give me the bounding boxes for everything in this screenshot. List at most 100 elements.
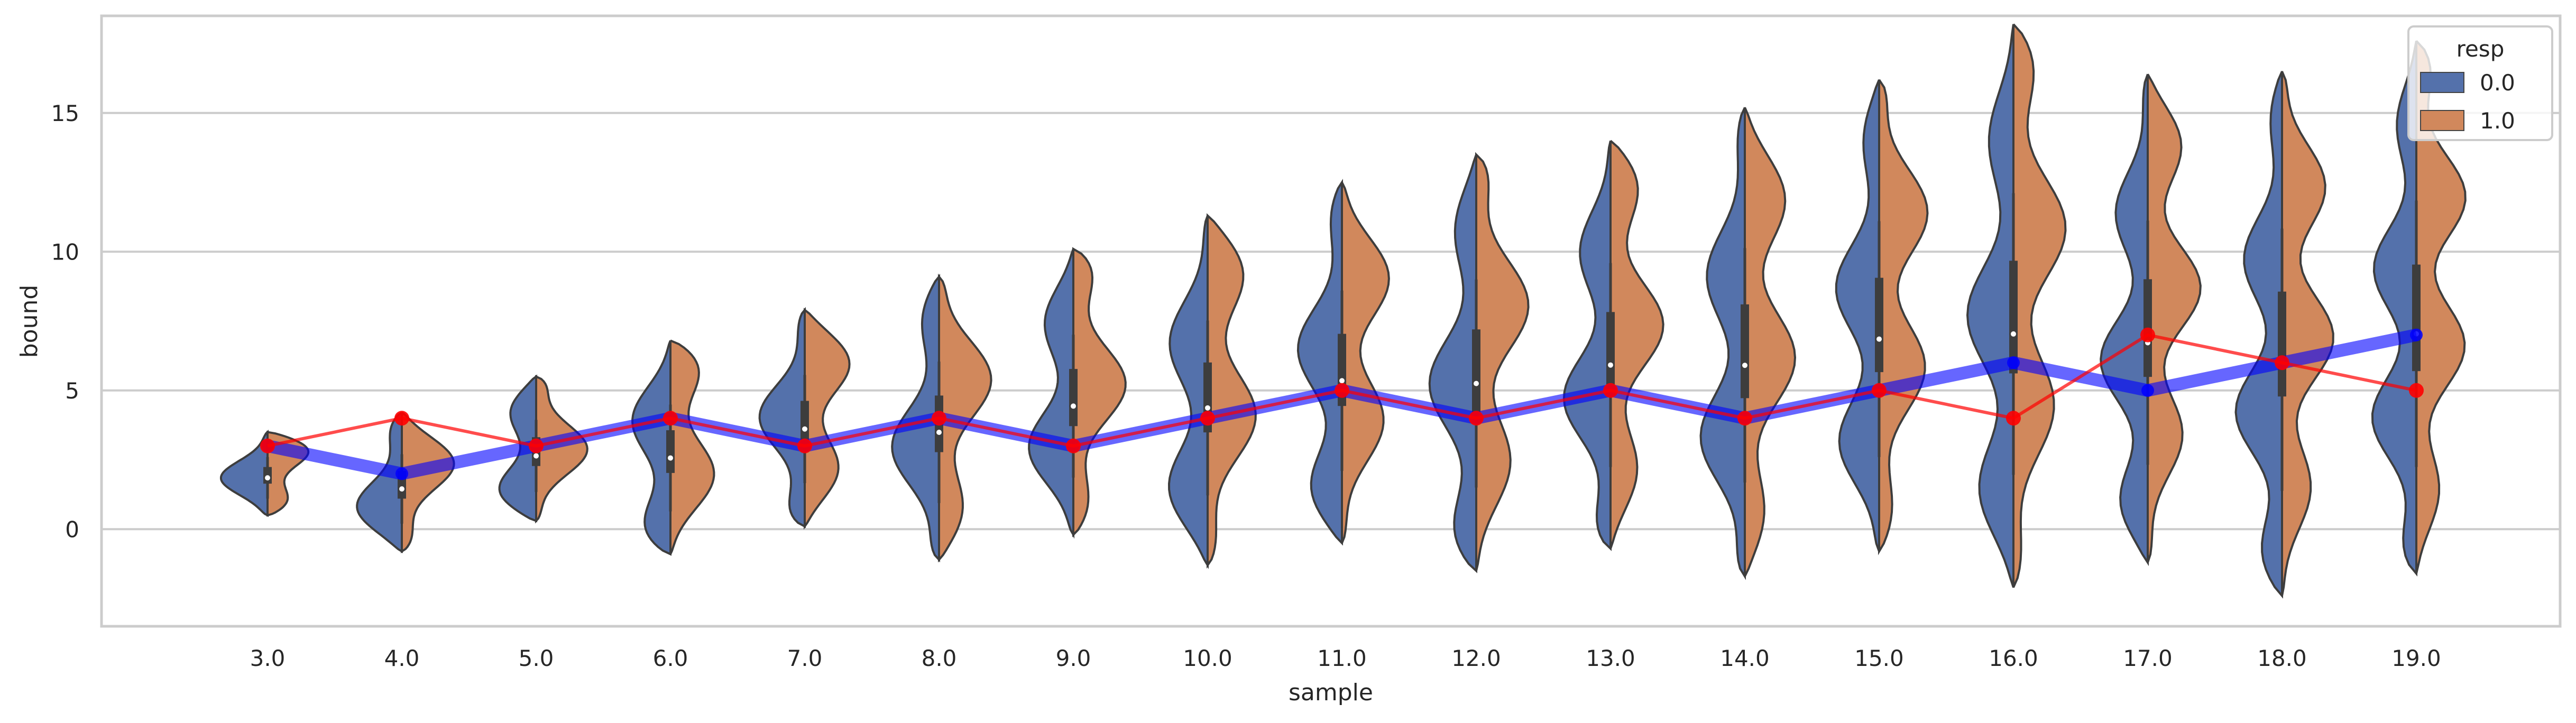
x-tick-label: 7.0 <box>787 645 823 671</box>
y-tick-label: 0 <box>65 516 79 542</box>
series-point-0 <box>2007 356 2020 369</box>
box-layer <box>263 193 2421 524</box>
violin-resp_0 <box>1966 24 2014 588</box>
legend-swatch-1 <box>2420 110 2464 131</box>
box-iqr <box>2278 291 2286 397</box>
violin-resp_1 <box>804 308 851 530</box>
series-point-1 <box>394 411 409 426</box>
box-iqr <box>666 430 675 473</box>
box-median <box>265 475 270 481</box>
legend: resp 0.0 1.0 <box>2407 25 2553 141</box>
box-iqr <box>1875 277 1883 373</box>
series-point-1 <box>1066 438 1081 453</box>
violin-resp_1 <box>1744 107 1797 577</box>
x-tick-label: 14.0 <box>1720 645 1770 671</box>
box-median <box>1205 405 1210 411</box>
violin-resp_0 <box>1167 215 1209 569</box>
y-tick-label: 10 <box>51 239 79 265</box>
violin-resp_1 <box>1072 247 1127 537</box>
series-point-1 <box>2006 411 2021 426</box>
box-median <box>1071 403 1076 409</box>
violin-resp_1 <box>669 339 715 555</box>
x-tick-label: 16.0 <box>1989 645 2038 671</box>
y-tick-label: 15 <box>51 100 79 126</box>
series-point-0 <box>2410 328 2423 341</box>
x-tick-label: 19.0 <box>2391 645 2441 671</box>
series-point-1 <box>1469 411 1484 426</box>
series-point-1 <box>1872 383 1887 398</box>
x-tick-label: 13.0 <box>1586 645 1635 671</box>
x-tick-label: 18.0 <box>2257 645 2307 671</box>
x-tick-label: 11.0 <box>1317 645 1367 671</box>
violin-resp_1 <box>1878 79 1929 555</box>
x-tick-label: 4.0 <box>384 645 420 671</box>
violin-resp_0 <box>356 412 403 553</box>
x-tick-label: 10.0 <box>1183 645 1232 671</box>
x-tick-label: 9.0 <box>1056 645 1091 671</box>
series-point-0 <box>395 467 408 480</box>
violin-resp_1 <box>1341 182 1390 544</box>
series-point-1 <box>260 438 275 453</box>
series-point-1 <box>663 411 678 426</box>
box-median <box>533 453 539 459</box>
violin-resp_1 <box>1475 152 1530 571</box>
box-median <box>802 426 807 432</box>
violin-resp_1 <box>1609 140 1664 549</box>
violin-resp_1 <box>401 412 455 553</box>
legend-label-1: 1.0 <box>2480 108 2515 134</box>
y-axis-ticks: 0 5 10 15 <box>51 100 79 543</box>
box-median <box>1742 363 1747 368</box>
box-median <box>668 455 673 461</box>
violin-resp_0 <box>1296 179 1343 546</box>
violin-resp_0 <box>2371 40 2417 577</box>
series-point-1 <box>797 438 812 453</box>
violin-layer <box>219 23 2467 599</box>
box-iqr <box>801 401 809 444</box>
x-tick-label: 5.0 <box>519 645 554 671</box>
legend-title: resp <box>2457 36 2505 62</box>
box-iqr <box>1606 312 1615 394</box>
violin-resp_0 <box>758 307 806 529</box>
y-tick-label: 5 <box>65 378 79 404</box>
violin-resp_1 <box>2147 73 2202 563</box>
violin-resp_1 <box>535 375 588 524</box>
violin-resp_0 <box>2234 71 2283 599</box>
series-point-1 <box>1200 411 1215 426</box>
violin-resp_0 <box>1028 248 1074 539</box>
x-axis-label: sample <box>1289 679 1373 706</box>
series-point-1 <box>932 411 946 426</box>
violin-resp_0 <box>1835 79 1880 552</box>
box-iqr <box>1741 304 1749 398</box>
box-iqr <box>2412 264 2421 372</box>
y-axis-label: bound <box>16 285 43 358</box>
x-tick-label: 15.0 <box>1854 645 1904 671</box>
violin-resp_1 <box>2012 23 2067 588</box>
violin-resp_0 <box>2100 73 2149 567</box>
violin-resp_1 <box>2281 71 2334 596</box>
box-iqr <box>1069 369 1078 427</box>
violin-resp_1 <box>1207 213 1257 569</box>
series-point-1 <box>529 438 544 453</box>
trend-lines <box>260 327 2424 480</box>
box-median <box>1474 381 1479 386</box>
series-point-0 <box>2141 384 2154 397</box>
x-tick-label: 17.0 <box>2123 645 2173 671</box>
x-tick-label: 6.0 <box>653 645 688 671</box>
violin-resp_0 <box>631 340 671 556</box>
box-iqr <box>2009 261 2018 374</box>
legend-swatch-0 <box>2420 72 2464 93</box>
series-point-1 <box>1737 411 1752 426</box>
violin-resp_0 <box>1428 154 1477 573</box>
box-median <box>399 486 404 492</box>
series-point-1 <box>2409 383 2424 398</box>
box-median <box>936 430 942 435</box>
violin-resp_0 <box>1562 140 1612 551</box>
series-point-1 <box>1335 383 1349 398</box>
violin-resp_0 <box>219 430 269 517</box>
x-tick-label: 8.0 <box>922 645 957 671</box>
series-point-1 <box>1603 383 1618 398</box>
x-axis-ticks: 3.0 4.0 5.0 6.0 7.0 8.0 9.0 10.0 11.0 12.0 13.0 14.… <box>250 645 2441 671</box>
box-median <box>1608 362 1613 368</box>
